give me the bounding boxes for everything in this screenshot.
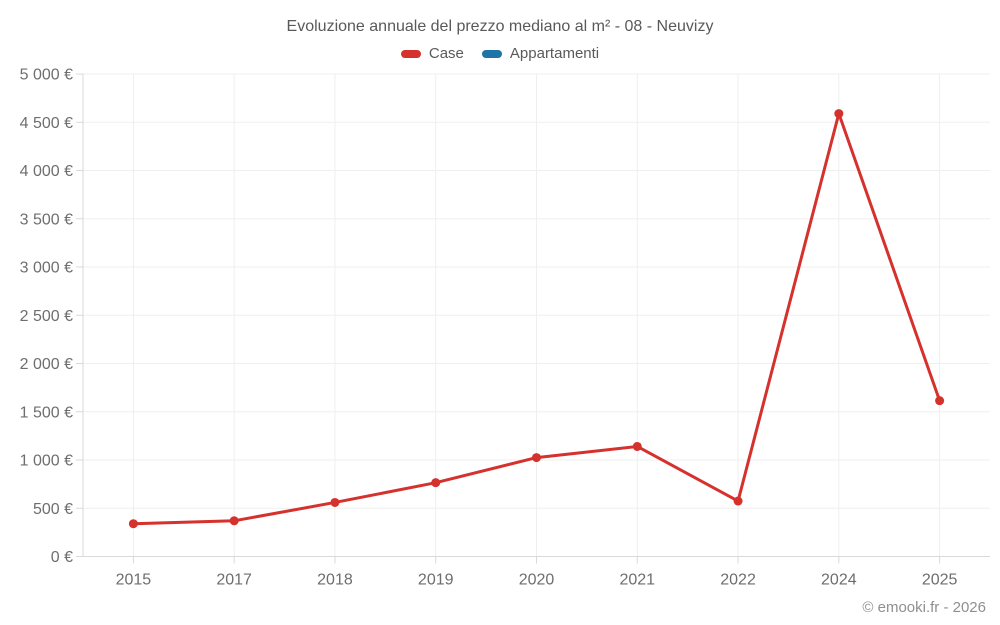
data-point-case-2017[interactable] xyxy=(229,516,239,526)
y-axis-label: 3 500 € xyxy=(20,211,73,228)
legend-swatch-appartamenti-icon xyxy=(481,49,502,58)
y-axis-label: 5 000 € xyxy=(20,67,73,84)
x-axis-label: 2024 xyxy=(821,572,857,589)
data-point-case-2025[interactable] xyxy=(935,396,945,406)
data-point-case-2015[interactable] xyxy=(128,519,138,529)
y-axis-label: 4 000 € xyxy=(20,163,73,180)
x-axis-label: 2020 xyxy=(519,572,555,589)
x-axis-label: 2025 xyxy=(922,572,958,589)
y-axis-label: 2 000 € xyxy=(20,356,73,373)
data-point-case-2022[interactable] xyxy=(733,496,743,506)
data-point-case-2024[interactable] xyxy=(834,109,844,119)
y-axis-label: 3 000 € xyxy=(20,260,73,277)
x-axis-label: 2018 xyxy=(317,572,353,589)
chart-title: Evoluzione annuale del prezzo mediano al… xyxy=(286,18,714,35)
data-point-case-2020[interactable] xyxy=(532,453,541,463)
x-axis-label: 2021 xyxy=(619,572,655,589)
data-point-case-2021[interactable] xyxy=(632,441,642,451)
x-axis-label: 2015 xyxy=(116,572,152,589)
data-point-case-2019[interactable] xyxy=(431,478,441,488)
x-axis-label: 2022 xyxy=(720,572,756,589)
y-axis-label: 1 000 € xyxy=(20,453,73,470)
y-axis-label: 4 500 € xyxy=(20,115,73,132)
x-axis-label: 2019 xyxy=(418,572,454,589)
x-axis-label: 2017 xyxy=(216,572,252,589)
copyright-footer: © emooki.fr - 2026 xyxy=(862,599,986,616)
legend-label-case: Case xyxy=(428,45,464,62)
legend-item-case[interactable]: Case xyxy=(400,45,464,62)
legend-swatch-case-icon xyxy=(400,49,421,58)
y-axis-label: 2 500 € xyxy=(20,308,73,325)
data-point-case-2018[interactable] xyxy=(330,497,340,507)
y-axis-label: 0 € xyxy=(51,549,73,566)
legend: Case Appartamenti xyxy=(0,45,1000,62)
legend-item-appartamenti[interactable]: Appartamenti xyxy=(481,45,600,62)
y-axis-label: 1 500 € xyxy=(20,404,73,421)
y-axis-label: 500 € xyxy=(33,501,73,518)
legend-label-appartamenti: Appartamenti xyxy=(509,45,600,62)
